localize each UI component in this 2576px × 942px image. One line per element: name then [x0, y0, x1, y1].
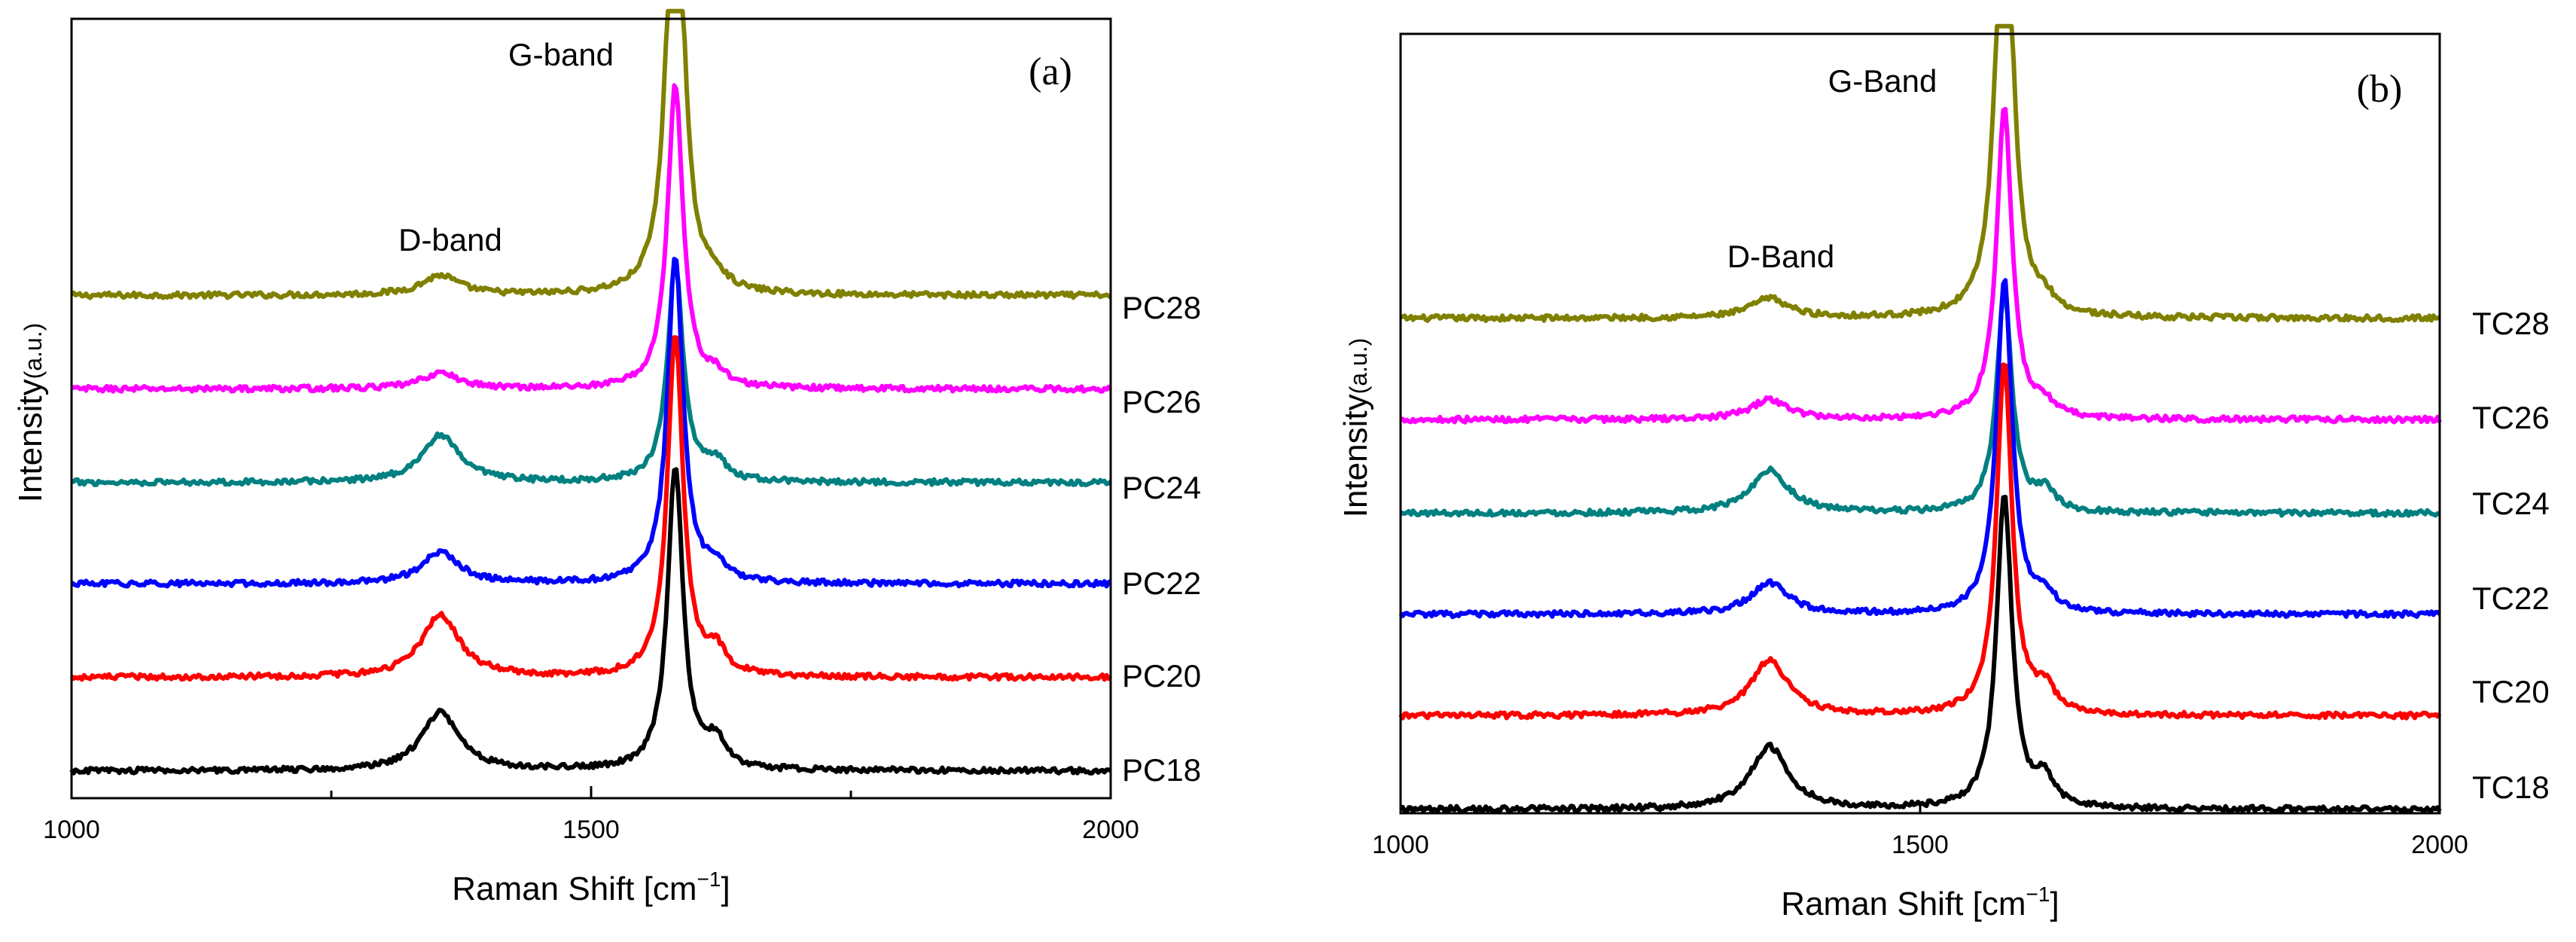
panel-b-series-tc22-label: TC22 [2472, 581, 2550, 616]
panel-b-g-band-annotation: G-Band [1828, 63, 1937, 99]
panel-a-series-pc28-label: PC28 [1122, 290, 1201, 325]
panel-a-series-pc20-line [69, 335, 1111, 682]
panel-a-g-band-annotation: G-band [508, 37, 614, 72]
panel-a-plot-frame [70, 17, 1112, 800]
panel-a-series-pc18-line [69, 467, 1112, 776]
panel-b-panel-label: (b) [2357, 68, 2403, 111]
panel-b-series-tc28-label: TC28 [2472, 306, 2550, 341]
panel-b-series-tc20-line [1398, 362, 2442, 721]
panel-b-xlabel-main: Raman Shift [1781, 886, 1972, 922]
panel-a-series-pc28-line [69, 8, 1112, 300]
panel-a-series-pc26-line [70, 83, 1113, 394]
panel-a-xlabel-main: Raman Shift [452, 870, 643, 907]
panel-b-series-group [1398, 23, 2442, 814]
panel-b-tick-label-1500: 1500 [1892, 831, 1949, 859]
panel-b-ylabel-unit: (a.u.) [1345, 338, 1372, 395]
panel-b-xlabel-close: ] [2050, 886, 2059, 922]
panel-a-series-pc24-label: PC24 [1122, 470, 1201, 505]
panel-b-series-tc26-line [1400, 106, 2442, 425]
panel-b-d-band-annotation: D-Band [1727, 239, 1834, 274]
panel-b-tick-label-2000: 2000 [2411, 831, 2468, 859]
panel-a-tick-label-2000: 2000 [1082, 815, 1139, 844]
panel-a: 1000 1500 2000 Raman Shift [cm−1] Intens… [12, 8, 1201, 907]
panel-a-tick-label-1500: 1500 [562, 815, 620, 844]
panel-a-series-group [69, 8, 1113, 776]
panel-a-xlabel-close: ] [721, 870, 730, 907]
panel-b-series-tc24-line [1399, 291, 2441, 518]
panel-a-xlabel-sup: −1 [697, 867, 721, 891]
panel-a-xlabel-unit: [cm [644, 870, 697, 907]
panel-a-series-pc22-label: PC22 [1122, 566, 1201, 601]
panel-b-series-tc28-line [1400, 23, 2441, 323]
panel-b-series-tc18-label: TC18 [2472, 770, 2550, 805]
panel-b-series-tc22-line [1398, 278, 2441, 620]
panel-b-y-axis-label: Intensity(a.u.) [1337, 338, 1374, 518]
panel-b-series-tc18-line [1400, 495, 2442, 814]
panel-a-ylabel-unit: (a.u.) [20, 323, 47, 380]
panel-a-series-pc18-label: PC18 [1122, 752, 1201, 788]
panel-b-series-tc26-label: TC26 [2472, 400, 2550, 435]
panel-b-tick-label-1000: 1000 [1372, 831, 1429, 859]
panel-a-ylabel-main: Intensity [12, 379, 49, 502]
panel-b: 1000 1500 2000 Raman Shift [cm−1] Intens… [1337, 23, 2550, 922]
panel-b-ylabel-main: Intensity [1337, 394, 1374, 517]
panel-a-x-axis-label: Raman Shift [cm−1] [452, 867, 730, 907]
panel-a-series-pc24-line [71, 261, 1113, 488]
panel-b-series-tc20-label: TC20 [2472, 674, 2550, 709]
panel-a-tick-label-1000: 1000 [43, 815, 100, 844]
panel-a-y-axis-label: Intensity(a.u.) [12, 323, 49, 503]
panel-b-xlabel-unit: [cm [1973, 886, 2026, 922]
panel-b-plot-frame [1399, 32, 2441, 815]
panel-a-series-pc22-line [70, 257, 1112, 589]
panel-a-x-ticks [70, 786, 1112, 798]
panel-b-x-ticks [1399, 801, 2441, 813]
panel-b-xlabel-sup: −1 [2026, 883, 2050, 906]
panel-b-x-axis-label: Raman Shift [cm−1] [1781, 883, 2059, 922]
panel-a-series-pc20-label: PC20 [1122, 658, 1201, 694]
panel-a-series-pc26-label: PC26 [1122, 384, 1201, 419]
panel-a-panel-label: (a) [1029, 50, 1072, 93]
panel-b-series-tc24-label: TC24 [2472, 486, 2550, 521]
panel-a-d-band-annotation: D-band [398, 222, 502, 258]
